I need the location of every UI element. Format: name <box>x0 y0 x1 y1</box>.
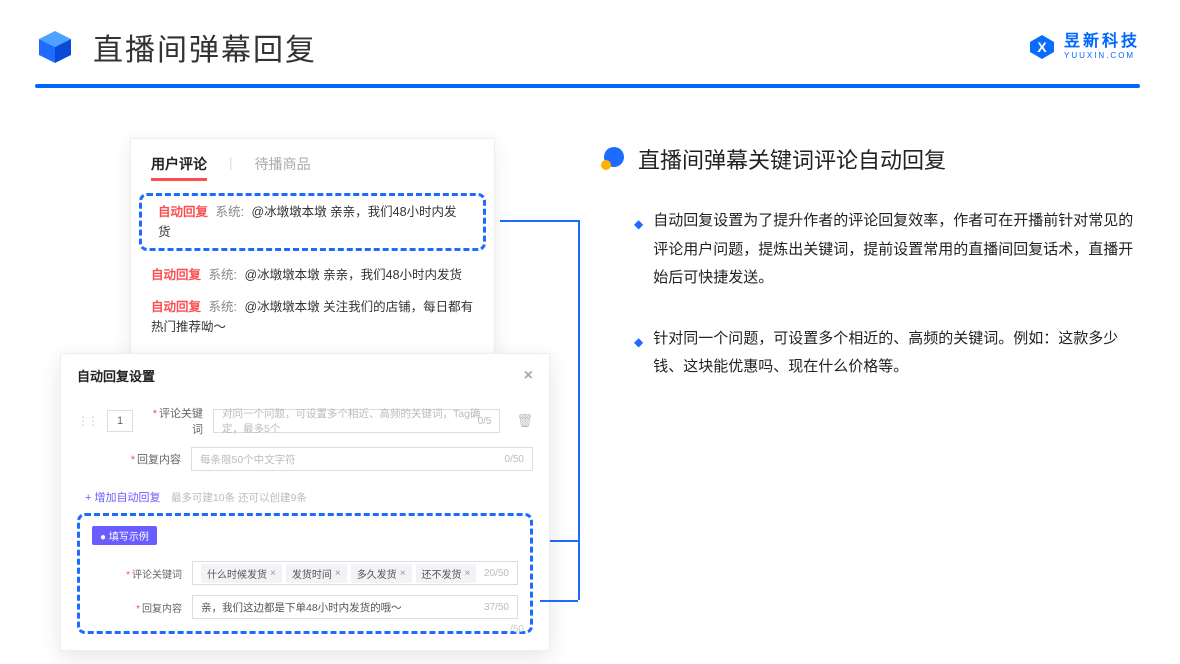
tag-remove-icon[interactable]: × <box>270 568 276 579</box>
content-label: *回复内容 <box>121 451 181 467</box>
reply-tag: 自动回复 <box>158 205 208 219</box>
main-content: 用户评论 | 待播商品 自动回复 系统: @冰墩墩本墩 亲亲，我们48小时内发货… <box>0 88 1180 434</box>
connector-line <box>578 220 580 600</box>
sys-tag: 系统: <box>209 268 237 282</box>
bullet-text: 针对同一个问题，可设置多个相近的、高频的关键词。例如：这款多少钱、这块能优惠吗、… <box>653 325 1145 382</box>
connector-line <box>500 220 578 222</box>
tag-chip[interactable]: 发货时间× <box>286 564 347 583</box>
brand-logo: X 昱新科技 YUUXIN.COM <box>1028 33 1140 61</box>
brand-icon: X <box>1028 33 1056 61</box>
ex-kw-counter: 20/50 <box>484 568 509 579</box>
ex-keyword-input[interactable]: 什么时候发货×发货时间×多久发货×还不发货× 20/50 <box>192 561 518 585</box>
cube-icon <box>35 27 75 67</box>
counter: 0/5 <box>478 416 492 427</box>
diamond-icon: ◆ <box>634 331 643 354</box>
keyword-input[interactable]: 对同一个问题，可设置多个相近、高频的关键词，Tag确定，最多5个 0/5 <box>213 409 500 433</box>
sys-tag: 系统: <box>216 205 244 219</box>
bullet-text: 自动回复设置为了提升作者的评论回复效率，作者可在开播前针对常见的评论用户问题，提… <box>653 207 1145 293</box>
tab-user-comments[interactable]: 用户评论 <box>151 154 207 181</box>
bubble-icon <box>600 146 628 172</box>
settings-title-row: 自动回复设置 × <box>77 366 533 395</box>
comments-card: 用户评论 | 待播商品 自动回复 系统: @冰墩墩本墩 亲亲，我们48小时内发货… <box>130 138 495 364</box>
tag-chip[interactable]: 多久发货× <box>351 564 412 583</box>
svg-text:X: X <box>1037 39 1047 55</box>
section-title: 直播间弹幕关键词评论自动回复 <box>638 143 946 175</box>
tag-chip[interactable]: 什么时候发货× <box>201 564 282 583</box>
page-title: 直播间弹幕回复 <box>93 25 317 69</box>
form-row-content: *回复内容 每条限50个中文字符 0/50 <box>121 447 533 471</box>
example-badge: ● 填写示例 <box>92 526 157 545</box>
comment-text: @冰墩墩本墩 亲亲，我们48小时内发货 <box>244 268 462 282</box>
reply-tag: 自动回复 <box>151 268 201 282</box>
form-row-keyword: ⋮⋮ 1 *评论关键词 对同一个问题，可设置多个相近、高频的关键词，Tag确定，… <box>77 405 533 437</box>
ex-content-label: *回复内容 <box>122 600 182 615</box>
section-heading: 直播间弹幕关键词评论自动回复 <box>600 143 1145 175</box>
ex-ct-counter: 37/50 <box>484 602 509 613</box>
add-hint: 最多可建10条 还可以创建9条 <box>171 492 307 504</box>
tab-products[interactable]: 待播商品 <box>255 154 311 181</box>
diamond-icon: ◆ <box>634 213 643 236</box>
content-input[interactable]: 每条限50个中文字符 0/50 <box>191 447 533 471</box>
ex-content-input[interactable]: 亲，我们这边都是下单48小时内发货的哦～ 37/50 <box>192 595 518 619</box>
bottom-counter: /50 <box>510 624 524 635</box>
placeholder: 每条限50个中文字符 <box>200 452 296 467</box>
example-keyword-row: *评论关键词 什么时候发货×发货时间×多久发货×还不发货× 20/50 <box>122 561 518 585</box>
header-left: 直播间弹幕回复 <box>35 25 317 69</box>
tag-remove-icon[interactable]: × <box>400 568 406 579</box>
ex-content-text: 亲，我们这边都是下单48小时内发货的哦～ <box>201 600 402 615</box>
comment-row: 自动回复 系统: @冰墩墩本墩 亲亲，我们48小时内发货 <box>131 259 494 291</box>
tabs: 用户评论 | 待播商品 <box>131 154 494 193</box>
highlighted-comment: 自动回复 系统: @冰墩墩本墩 亲亲，我们48小时内发货 <box>139 193 486 251</box>
left-column: 用户评论 | 待播商品 自动回复 系统: @冰墩墩本墩 亲亲，我们48小时内发货… <box>60 138 550 414</box>
example-content-row: *回复内容 亲，我们这边都是下单48小时内发货的哦～ 37/50 <box>122 595 518 619</box>
comment-row: 自动回复 系统: @冰墩墩本墩 关注我们的店铺，每日都有热门推荐呦～ <box>131 291 494 343</box>
example-block: ● 填写示例 *评论关键词 什么时候发货×发货时间×多久发货×还不发货× 20/5… <box>77 513 533 634</box>
tag-remove-icon[interactable]: × <box>465 568 471 579</box>
bullet-item: ◆ 自动回复设置为了提升作者的评论回复效率，作者可在开播前针对常见的评论用户问题… <box>600 207 1145 293</box>
keyword-label: *评论关键词 <box>143 405 203 437</box>
tag-chip[interactable]: 还不发货× <box>416 564 477 583</box>
right-column: 直播间弹幕关键词评论自动回复 ◆ 自动回复设置为了提升作者的评论回复效率，作者可… <box>600 138 1145 414</box>
delete-icon[interactable]: 🗑 <box>516 413 533 429</box>
bullet-item: ◆ 针对同一个问题，可设置多个相近的、高频的关键词。例如：这款多少钱、这块能优惠… <box>600 325 1145 382</box>
add-reply-link[interactable]: + 增加自动回复 <box>85 489 160 505</box>
tag-remove-icon[interactable]: × <box>335 568 341 579</box>
comment-row: 自动回复 系统: @冰墩墩本墩 亲亲，我们48小时内发货 <box>158 202 467 242</box>
brand-name: 昱新科技 <box>1064 34 1140 50</box>
close-icon[interactable]: × <box>524 367 533 385</box>
counter: 0/50 <box>505 454 524 465</box>
placeholder: 对同一个问题，可设置多个相近、高频的关键词，Tag确定，最多5个 <box>222 406 491 436</box>
settings-title: 自动回复设置 <box>77 366 155 385</box>
order-number: 1 <box>107 410 133 432</box>
tab-divider: | <box>229 154 233 181</box>
reply-tag: 自动回复 <box>151 300 201 314</box>
sys-tag: 系统: <box>209 300 237 314</box>
connector-line <box>540 600 578 602</box>
ex-keyword-label: *评论关键词 <box>122 566 182 581</box>
brand-url: YUUXIN.COM <box>1064 52 1135 60</box>
page-header: 直播间弹幕回复 X 昱新科技 YUUXIN.COM <box>0 0 1180 79</box>
auto-reply-settings-card: 自动回复设置 × ⋮⋮ 1 *评论关键词 对同一个问题，可设置多个相近、高频的关… <box>60 353 550 651</box>
drag-icon[interactable]: ⋮⋮ <box>77 414 97 428</box>
